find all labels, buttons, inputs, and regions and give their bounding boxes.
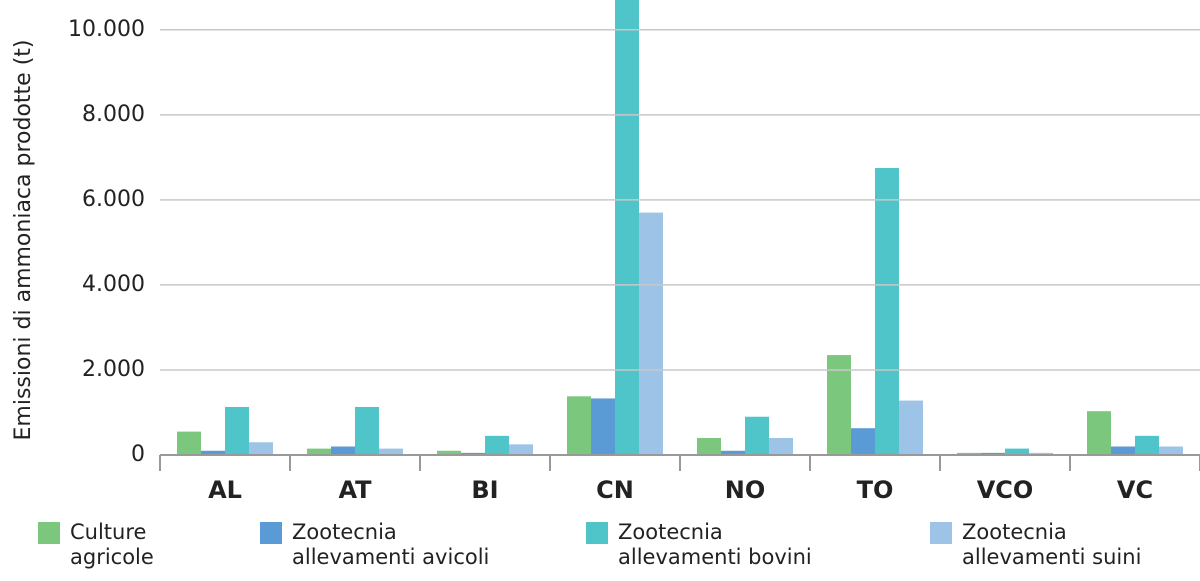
y-tick-label: 8.000 (82, 102, 145, 127)
y-axis-label: Emissioni di ammoniaca prodotte (t) (11, 40, 36, 441)
bar (225, 406, 249, 455)
bar (591, 398, 615, 455)
bar (567, 396, 591, 455)
bar (1029, 452, 1053, 455)
bar (379, 448, 403, 455)
bar (1159, 446, 1183, 455)
bar (509, 444, 533, 455)
bar (899, 400, 923, 455)
bar (721, 450, 745, 455)
bar (697, 437, 721, 455)
y-tick-label: 2.000 (82, 357, 145, 382)
x-tick-label: CN (596, 476, 634, 504)
legend-label: Zootecnia allevamenti bovini (618, 520, 812, 569)
legend-item: Zootecnia allevamenti avicoli (260, 520, 489, 570)
x-tick-label: AT (338, 476, 372, 504)
x-tick-label: NO (725, 476, 766, 504)
legend-swatch (260, 522, 282, 544)
bar (827, 355, 851, 455)
bar (1087, 411, 1111, 455)
bar (769, 437, 793, 455)
bar (745, 416, 769, 455)
bar (461, 452, 485, 455)
legend-label: Zootecnia allevamenti suini (962, 520, 1142, 569)
legend-swatch (930, 522, 952, 544)
plot-area (177, 0, 1183, 456)
y-tick-label: 4.000 (82, 272, 145, 297)
bar (981, 452, 1005, 455)
x-tick-label: VCO (977, 476, 1034, 504)
bar (1005, 448, 1029, 455)
bar (307, 448, 331, 455)
bar (1135, 435, 1159, 455)
bar (851, 428, 875, 455)
y-tick-label: 10.000 (68, 17, 145, 42)
legend-item: Zootecnia allevamenti suini (930, 520, 1141, 570)
bar (485, 435, 509, 455)
bar (875, 167, 899, 455)
bar (639, 212, 663, 455)
legend-item: Zootecnia allevamenti bovini (586, 520, 812, 570)
x-tick-label: VC (1117, 476, 1153, 504)
y-tick-label: 6.000 (82, 187, 145, 212)
legend-label: Zootecnia allevamenti avicoli (292, 520, 490, 569)
bar (177, 431, 201, 455)
bar (355, 406, 379, 455)
bar (437, 450, 461, 455)
bar (1111, 446, 1135, 455)
legend-swatch (38, 522, 60, 544)
legend-label: Culture agricole (70, 520, 154, 569)
bar (201, 450, 225, 455)
y-tick-label: 0 (131, 442, 145, 467)
bar (331, 446, 355, 455)
bar (249, 442, 273, 455)
x-tick-label: TO (857, 476, 894, 504)
legend-swatch (586, 522, 608, 544)
bar (957, 452, 981, 455)
x-tick-label: AL (208, 476, 242, 504)
x-tick-label: BI (471, 476, 498, 504)
bar (615, 0, 639, 456)
legend-item: Culture agricole (38, 520, 154, 570)
